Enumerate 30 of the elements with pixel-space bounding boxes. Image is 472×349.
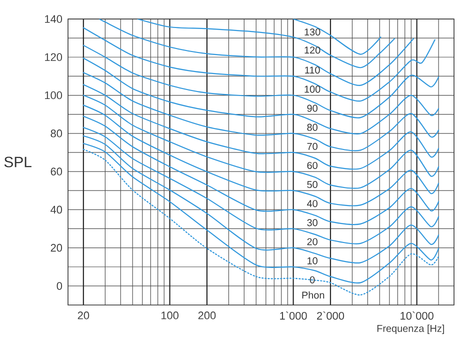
series-label: 130 bbox=[304, 28, 320, 36]
y-tick-label: 60 bbox=[50, 168, 62, 176]
series-label: 60 bbox=[307, 162, 318, 169]
x-tick-label: 2`000 bbox=[317, 312, 344, 320]
x-tick-label: 1`000 bbox=[280, 312, 307, 320]
y-axis-title: SPL bbox=[4, 156, 32, 168]
series-label: 40 bbox=[306, 200, 318, 208]
y-tick-label: 80 bbox=[50, 130, 62, 138]
x-tick-label: 10`000 bbox=[400, 312, 434, 320]
series-label: 20 bbox=[307, 238, 318, 246]
y-tick-label: 120 bbox=[45, 53, 62, 62]
series-label: 110 bbox=[305, 66, 320, 74]
x-axis-title: Frequenza [Hz] bbox=[377, 324, 444, 334]
series-label: 80 bbox=[307, 124, 318, 131]
series-label: 90 bbox=[307, 104, 318, 112]
annotation: Phon bbox=[302, 291, 324, 299]
y-tick-label: 20 bbox=[50, 244, 62, 252]
series-label: 70 bbox=[307, 142, 318, 150]
series-label: 10 bbox=[308, 257, 318, 264]
series-label: 50 bbox=[307, 181, 318, 188]
series-label: 120 bbox=[304, 46, 320, 54]
series-label: 100 bbox=[304, 86, 320, 93]
y-tick-label: 140 bbox=[45, 15, 62, 23]
y-tick-label: 40 bbox=[50, 206, 62, 214]
x-tick-label: 100 bbox=[161, 312, 178, 320]
series-label: 30 bbox=[307, 219, 318, 226]
y-tick-label: 100 bbox=[45, 91, 62, 100]
x-tick-label: 20 bbox=[78, 312, 90, 320]
x-tick-label: 200 bbox=[198, 312, 216, 320]
y-tick-label: 0 bbox=[56, 282, 62, 290]
